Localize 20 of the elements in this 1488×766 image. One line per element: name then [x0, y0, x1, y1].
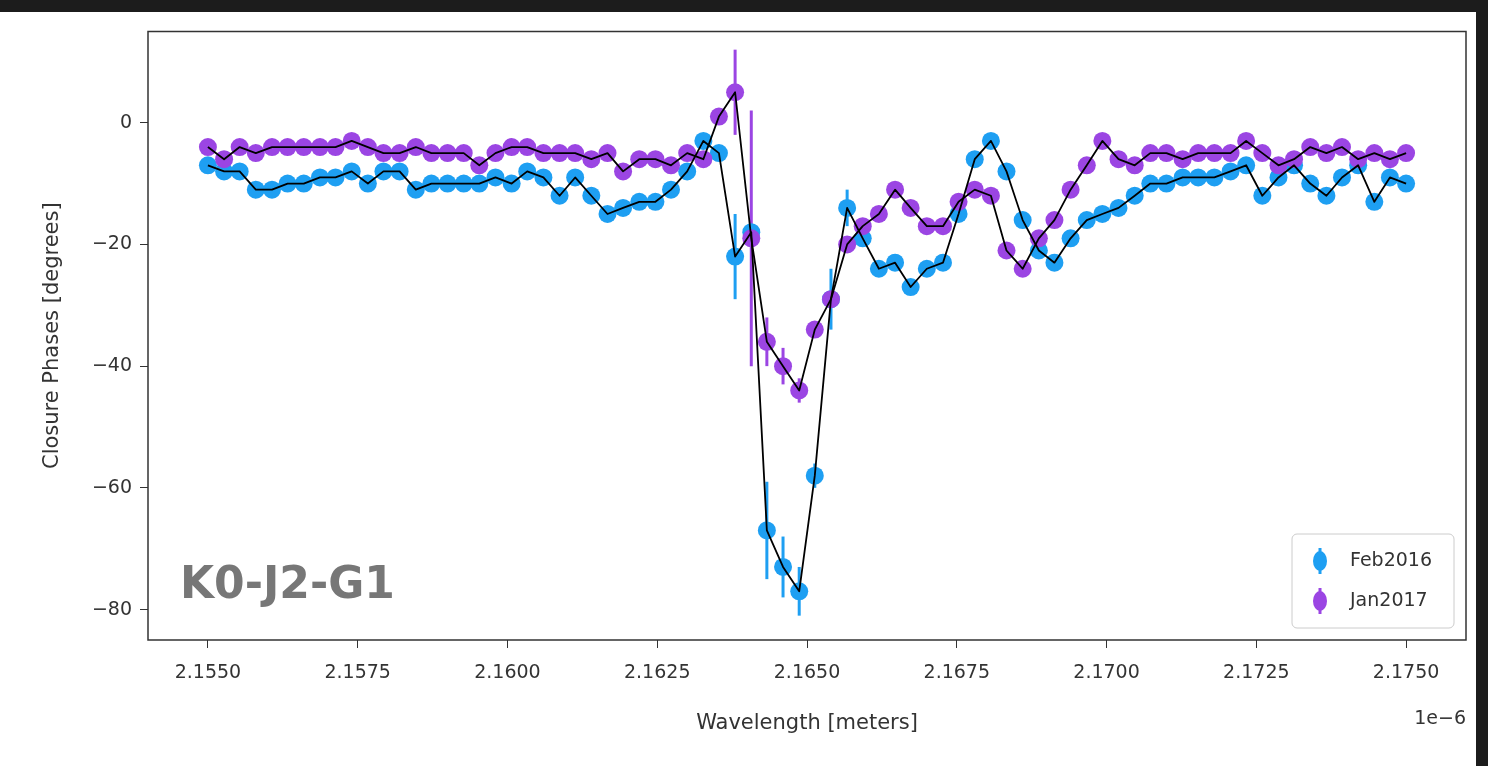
x-tick-label: 2.1550	[174, 660, 242, 683]
text: 1e−6	[1414, 706, 1466, 728]
x-tick-label: 2.1750	[1372, 660, 1440, 683]
x-tick-label: 2.1625	[623, 660, 691, 683]
legend-label: Feb2016	[1350, 547, 1433, 570]
x-tick-label: 2.1600	[474, 660, 541, 683]
y-tick-label: −20	[91, 231, 132, 254]
x-tick-label: 2.1700	[1073, 660, 1140, 683]
y-tick-label: −80	[91, 596, 132, 619]
x-tick-label: 2.1575	[324, 660, 391, 683]
y-tick-label: −60	[91, 474, 132, 497]
x-tick-label: 2.1650	[773, 660, 841, 683]
y-tick-label: 0	[119, 109, 132, 132]
x-axis-title: Wavelength [meters]	[696, 709, 918, 734]
y-axis-title: Closure Phases [degrees]	[39, 202, 64, 469]
x-tick-label: 2.1675	[923, 660, 991, 683]
y-tick-label: −40	[91, 353, 132, 376]
legend-label: Jan2017	[1349, 587, 1428, 610]
annotation: K0-J2-G1	[180, 557, 395, 608]
x-tick-label: 2.1725	[1223, 660, 1290, 683]
